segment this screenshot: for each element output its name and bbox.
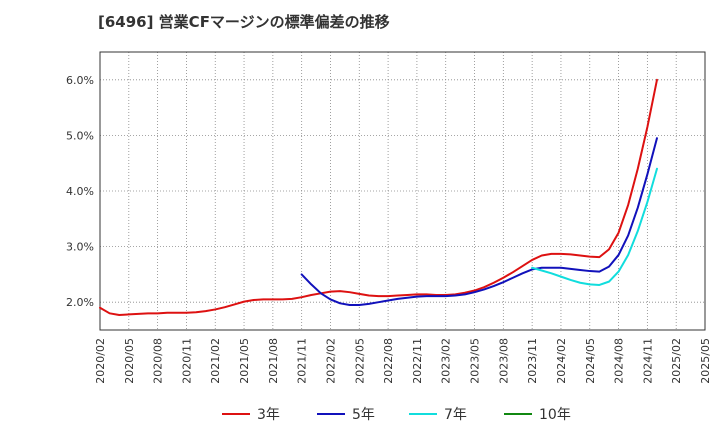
x-tick-label: 2021/05 (238, 338, 251, 384)
x-tick-label: 2020/02 (94, 338, 107, 384)
y-tick-label: 5.0% (66, 129, 94, 142)
x-tick-label: 2023/05 (469, 338, 482, 384)
legend-label-4: 10年 (539, 407, 571, 423)
x-tick-label: 2022/11 (411, 338, 424, 384)
x-tick-label: 2025/05 (699, 338, 712, 384)
chart-title: [6496] 営業CFマージンの標準偏差の推移 (98, 13, 390, 31)
x-tick-label: 2020/08 (152, 338, 165, 384)
x-tick-label: 2021/08 (267, 338, 280, 384)
y-tick-label: 3.0% (66, 241, 94, 254)
x-tick-label: 2023/11 (526, 338, 539, 384)
x-tick-label: 2022/02 (324, 338, 337, 384)
x-tick-label: 2020/05 (123, 338, 136, 384)
series-line-1 (99, 78, 658, 316)
x-tick-label: 2020/11 (180, 338, 193, 384)
series-line-2 (300, 137, 658, 306)
x-tick-label: 2024/08 (613, 338, 626, 384)
x-tick-label: 2023/02 (440, 338, 453, 384)
legend-label-3: 7年 (444, 407, 467, 423)
x-tick-label: 2022/05 (353, 338, 366, 384)
y-tick-label: 4.0% (66, 185, 94, 198)
series-line-3 (531, 167, 658, 286)
x-tick-label: 2024/02 (555, 338, 568, 384)
x-tick-label: 2021/11 (296, 338, 309, 384)
y-tick-label: 6.0% (66, 74, 94, 87)
y-tick-label: 2.0% (66, 296, 94, 309)
x-tick-label: 2024/11 (641, 338, 654, 384)
legend-label-1: 3年 (257, 407, 280, 423)
legend-label-2: 5年 (352, 407, 375, 423)
x-tick-label: 2025/02 (670, 338, 683, 384)
x-tick-label: 2022/08 (382, 338, 395, 384)
plot-frame (99, 51, 706, 331)
x-tick-label: 2024/05 (584, 338, 597, 384)
x-tick-label: 2023/08 (497, 338, 510, 384)
x-tick-label: 2021/02 (209, 338, 222, 384)
